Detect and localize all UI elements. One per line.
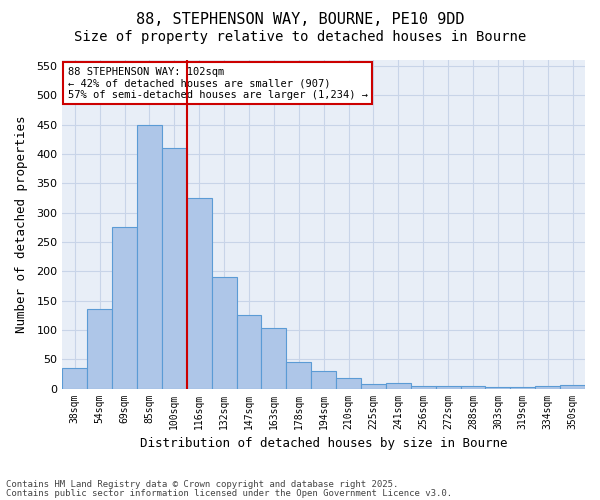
Bar [386,384,411,388]
Bar [112,227,137,388]
X-axis label: Distribution of detached houses by size in Bourne: Distribution of detached houses by size … [140,437,508,450]
Bar [187,198,212,388]
Bar [311,371,336,388]
Bar [436,386,461,388]
Bar [411,386,436,388]
Text: 88, STEPHENSON WAY, BOURNE, PE10 9DD: 88, STEPHENSON WAY, BOURNE, PE10 9DD [136,12,464,28]
Bar [62,368,87,388]
Bar [212,277,236,388]
Bar [162,148,187,388]
Bar [461,386,485,388]
Bar [87,310,112,388]
Bar [137,124,162,388]
Bar [361,384,386,388]
Bar [236,315,262,388]
Text: Contains HM Land Registry data © Crown copyright and database right 2025.: Contains HM Land Registry data © Crown c… [6,480,398,489]
Bar [262,328,286,388]
Y-axis label: Number of detached properties: Number of detached properties [15,116,28,333]
Bar [336,378,361,388]
Text: Size of property relative to detached houses in Bourne: Size of property relative to detached ho… [74,30,526,44]
Text: 88 STEPHENSON WAY: 102sqm
← 42% of detached houses are smaller (907)
57% of semi: 88 STEPHENSON WAY: 102sqm ← 42% of detac… [68,66,368,100]
Bar [560,385,585,388]
Bar [286,362,311,388]
Bar [535,386,560,388]
Text: Contains public sector information licensed under the Open Government Licence v3: Contains public sector information licen… [6,488,452,498]
